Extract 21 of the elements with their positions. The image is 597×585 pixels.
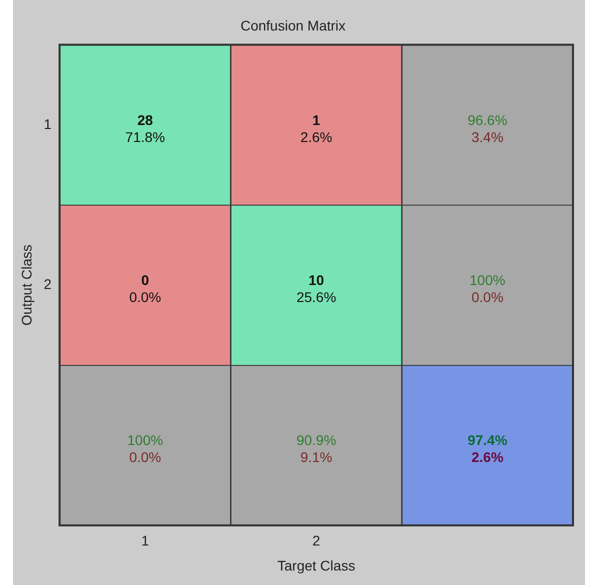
annotation: 0.0% <box>471 288 504 305</box>
annotation: 2.6% <box>471 449 504 466</box>
annotation: 71.8% <box>125 128 166 145</box>
data-label: 1 <box>312 112 320 128</box>
chart-title: Confusion Matrix <box>240 17 346 34</box>
annotation: 25.6% <box>296 288 336 305</box>
annotation: 3.4% <box>471 128 504 145</box>
data-label: 100% <box>127 432 164 448</box>
data-label: 96.6% <box>468 112 508 128</box>
data-label: 100% <box>470 272 506 288</box>
data-label: 90.9% <box>296 432 336 448</box>
annotation: 9.1% <box>300 449 332 466</box>
annotation: 0.0% <box>129 288 162 305</box>
data-label: 97.4% <box>468 432 508 448</box>
annotation: 2.6% <box>300 128 332 145</box>
data-label: 28 <box>137 112 154 128</box>
data-label: 0 <box>141 272 150 288</box>
data-label: 10 <box>308 272 324 288</box>
annotation: 0.0% <box>129 449 162 466</box>
y-axis-title: Output Class <box>18 244 34 326</box>
x-axis-title: Target Class <box>277 557 356 574</box>
